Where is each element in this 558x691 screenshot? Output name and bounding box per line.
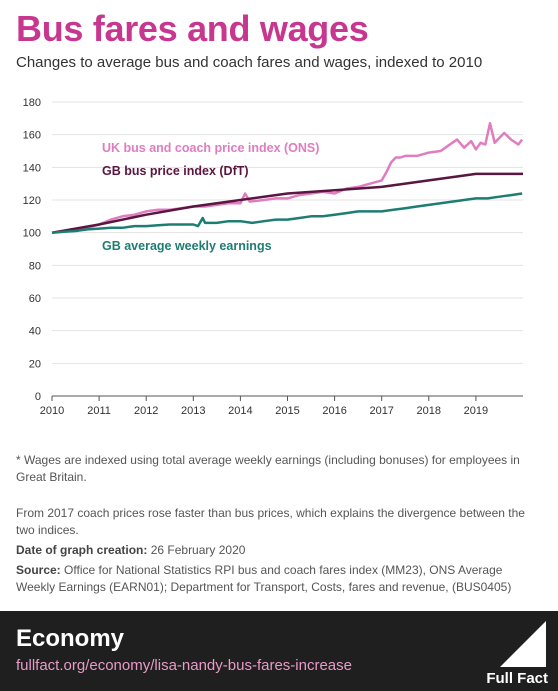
series-labels: UK bus and coach price index (ONS) GB bus…	[102, 141, 319, 253]
y-tick-label: 120	[23, 195, 41, 207]
coach-note: From 2017 coach prices rose faster than …	[16, 506, 525, 537]
x-tick-label: 2019	[464, 405, 488, 417]
grid-lines	[52, 101, 523, 397]
series-label-1: GB bus price index (DfT)	[102, 164, 249, 178]
y-tick-label: 40	[29, 326, 41, 338]
x-tick-label: 2015	[275, 405, 299, 417]
source-value: Office for National Statistics RPI bus a…	[16, 563, 512, 594]
footer-bar: Economy fullfact.org/economy/lisa-nandy-…	[0, 611, 558, 691]
x-tick-label: 2016	[322, 405, 346, 417]
x-tick-label: 2012	[134, 405, 158, 417]
x-tick-label: 2013	[181, 405, 205, 417]
y-tick-label: 60	[29, 293, 41, 305]
series-label-0: UK bus and coach price index (ONS)	[102, 141, 319, 155]
x-tick-label: 2014	[228, 405, 252, 417]
date-line: Date of graph creation: 26 February 2020	[16, 542, 536, 559]
chart-subtitle: Changes to average bus and coach fares a…	[16, 54, 483, 71]
axes: 0 20 40 60 80 100 120 140 160 180 2010 2011 2012 2013…	[23, 97, 489, 417]
y-tick-label: 140	[23, 162, 41, 174]
x-tick-label: 2018	[417, 405, 441, 417]
y-tick-label: 100	[23, 228, 41, 240]
y-tick-label: 80	[29, 260, 41, 272]
series-line-2	[51, 192, 523, 234]
x-tick-label: 2010	[40, 405, 64, 417]
chart-title: Bus fares and wages	[16, 8, 369, 49]
brand-name: Full Fact	[486, 670, 548, 687]
y-tick-label: 160	[23, 130, 41, 142]
wages-note: * Wages are indexed using total average …	[16, 453, 520, 484]
x-tick-label: 2017	[369, 405, 393, 417]
y-tick-label: 180	[23, 97, 41, 109]
source-label: Source:	[16, 563, 61, 577]
y-tick-label: 0	[35, 391, 41, 403]
x-tick-label: 2011	[87, 405, 111, 417]
series-label-2: GB average weekly earnings	[102, 239, 272, 253]
series-line-1	[51, 172, 523, 234]
date-label: Date of graph creation:	[16, 543, 148, 557]
full-fact-logo-icon[interactable]	[464, 621, 546, 685]
series-lines	[51, 121, 524, 234]
article-url-link[interactable]: fullfact.org/economy/lisa-nandy-bus-fare…	[16, 657, 352, 674]
source-line: Source: Office for National Statistics R…	[16, 562, 536, 596]
series-line-0	[51, 121, 524, 234]
y-tick-label: 20	[29, 358, 41, 370]
date-value: 26 February 2020	[150, 543, 246, 557]
section-name[interactable]: Economy	[16, 625, 125, 652]
line-chart: 0 20 40 60 80 100 120 140 160 180 2010 2011 2012 2013…	[23, 97, 524, 417]
